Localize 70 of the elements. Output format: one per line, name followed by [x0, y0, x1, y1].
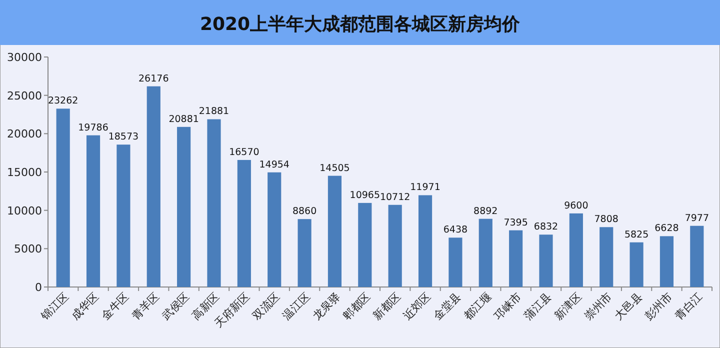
data-label: 7395 — [504, 217, 528, 228]
data-label: 21881 — [198, 106, 230, 118]
data-label: 8860 — [292, 206, 317, 218]
y-tick-label: 25000 — [7, 89, 42, 102]
data-label: 6438 — [443, 224, 468, 236]
x-tick-label: 邛崃市 — [491, 290, 524, 322]
data-label: 10965 — [350, 190, 380, 201]
x-tick-label: 都江堰 — [461, 290, 494, 322]
bar — [388, 204, 402, 287]
x-tick-label: 金牛区 — [99, 290, 132, 322]
x-tick-label: 双流区 — [250, 290, 282, 322]
bar — [177, 126, 191, 287]
x-tick-label: 青羊区 — [129, 290, 162, 322]
x-tick-label: 蒲江县 — [522, 290, 554, 322]
x-tick-label: 新津区 — [552, 290, 584, 322]
data-label: 10712 — [380, 192, 410, 203]
x-tick-label: 新都区 — [370, 290, 404, 322]
bar — [116, 144, 130, 287]
y-tick-label: 10000 — [7, 204, 42, 218]
data-label: 18573 — [108, 132, 139, 143]
x-tick-label: 金堂县 — [431, 290, 464, 322]
data-label: 7808 — [594, 214, 618, 226]
data-label: 9600 — [564, 200, 588, 212]
bar — [207, 119, 221, 287]
chart-title: 2020上半年大成都范围各城区新房均价 — [200, 14, 522, 35]
bar — [86, 135, 100, 287]
bar — [539, 234, 553, 287]
bar — [630, 242, 644, 287]
x-tick-label: 青白江 — [672, 290, 706, 322]
bar — [690, 226, 704, 287]
data-label: 7977 — [684, 212, 710, 224]
x-tick-label: 温江区 — [280, 290, 313, 322]
data-label: 8892 — [474, 206, 498, 217]
x-tick-label: 大邑县 — [612, 290, 645, 322]
data-label: 6628 — [654, 223, 679, 234]
data-label: 14505 — [320, 162, 350, 174]
bar — [600, 227, 614, 287]
data-label: 23262 — [48, 96, 78, 107]
data-label: 11971 — [410, 182, 440, 194]
data-label: 20881 — [168, 114, 199, 125]
x-tick-label: 武侯区 — [159, 290, 192, 322]
bar — [478, 218, 492, 287]
data-label: 5825 — [624, 229, 649, 240]
x-tick-label: 彭州市 — [642, 290, 675, 322]
y-tick-label: 20000 — [7, 128, 42, 141]
bar — [418, 195, 432, 287]
bar — [569, 213, 583, 287]
bar — [358, 202, 372, 287]
data-label: 19786 — [78, 122, 108, 134]
bar — [328, 176, 342, 287]
x-tick-label: 龙泉驿 — [310, 290, 343, 322]
y-tick-label: 30000 — [7, 51, 42, 64]
y-tick-label: 5000 — [14, 242, 42, 256]
bar — [448, 238, 462, 287]
bar — [298, 219, 312, 287]
x-tick-label: 近郊区 — [400, 290, 434, 322]
bar — [509, 230, 523, 287]
bar — [268, 172, 282, 287]
bar — [56, 108, 70, 287]
y-tick-label: 15000 — [7, 166, 42, 179]
bar — [146, 86, 160, 287]
data-label: 16570 — [229, 146, 260, 158]
x-tick-label: 崇州市 — [582, 290, 614, 322]
x-tick-label: 成华区 — [68, 290, 102, 322]
x-tick-label: 郫都区 — [340, 290, 374, 322]
data-label: 26176 — [138, 73, 169, 84]
bar — [660, 236, 674, 287]
bar — [237, 160, 251, 287]
data-label: 14954 — [259, 159, 290, 170]
data-label: 6832 — [534, 222, 558, 233]
